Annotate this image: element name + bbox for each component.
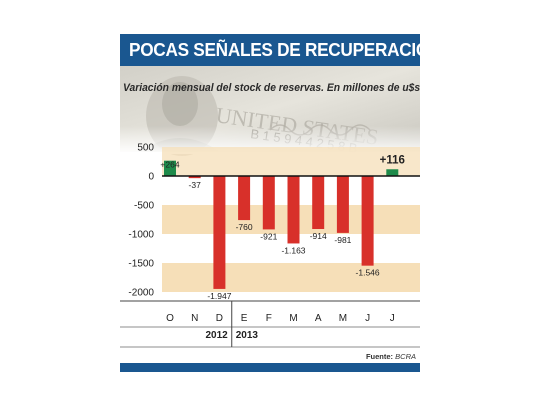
bar [287,176,300,244]
y-tick-label: -2000 [128,288,154,299]
value-labels: +264 -37 -1.947 -760 -921 -1.163 -914 -981 -1.54… [160,154,405,301]
x-tick-label: E [241,313,248,324]
data-label: -37 [189,180,202,190]
year-label: 2012 [206,330,229,341]
x-tick-label: M [289,313,297,324]
bar [336,176,349,233]
data-label: -914 [310,231,327,241]
y-tick-label: 500 [137,143,154,154]
x-axis: O N D E F M A M J J 2012 2013 [120,300,420,348]
x-tick-label: F [266,313,272,324]
x-tick-label: A [315,313,322,324]
chart-subtitle: Variación mensual del stock de reservas.… [123,82,421,94]
data-label: -760 [236,222,253,232]
infographic-card: POCAS SEÑALES DE RECUPERACIÓN UNITED STA… [120,34,441,372]
bar [262,176,275,230]
footer-bar [120,363,420,372]
x-tick-label: N [191,313,198,324]
header-bar: POCAS SEÑALES DE RECUPERACIÓN [120,34,441,66]
bar [386,169,399,176]
bar [312,176,325,230]
x-tick-label: M [339,313,347,324]
data-label: +116 [380,154,405,166]
source-label: Fuente: [365,352,394,361]
year-label: 2013 [236,330,259,341]
bars [162,160,420,289]
y-tick-label: -500 [134,201,154,212]
source-value: BCRA [395,352,416,361]
x-tick-label: D [216,313,223,324]
x-tick-label: J [390,313,395,324]
bar [361,176,374,266]
data-label: -1.163 [281,245,305,255]
data-label: -981 [334,235,351,245]
data-label: -1.947 [207,291,231,301]
y-tick-label: -1000 [128,230,154,241]
chart-band [162,263,420,292]
data-label: -921 [260,231,277,241]
chart-title: POCAS SEÑALES DE RECUPERACIÓN [129,39,442,60]
bar [188,176,201,179]
bar [213,176,226,289]
banknote-background: UNITED STATES B 1 5 9 4 4 2 5 8 B [120,66,420,156]
x-tick-label: J [365,313,370,324]
data-label: +264 [160,160,179,170]
x-tick-label: O [166,313,174,324]
source-note: Fuente: BCRA [366,352,416,361]
chart-bands [162,147,420,292]
y-tick-label: -1500 [128,259,154,270]
bar [238,176,251,221]
bar [164,160,176,176]
bar-chart: UNITED STATES B 1 5 9 4 4 2 5 8 B 500 0 -5… [120,66,420,348]
y-tick-label: 0 [148,172,154,183]
chart-band [162,147,420,176]
y-axis: 500 0 -500 -1000 -1500 -2000 [128,143,154,299]
data-label: -1.546 [356,268,380,278]
